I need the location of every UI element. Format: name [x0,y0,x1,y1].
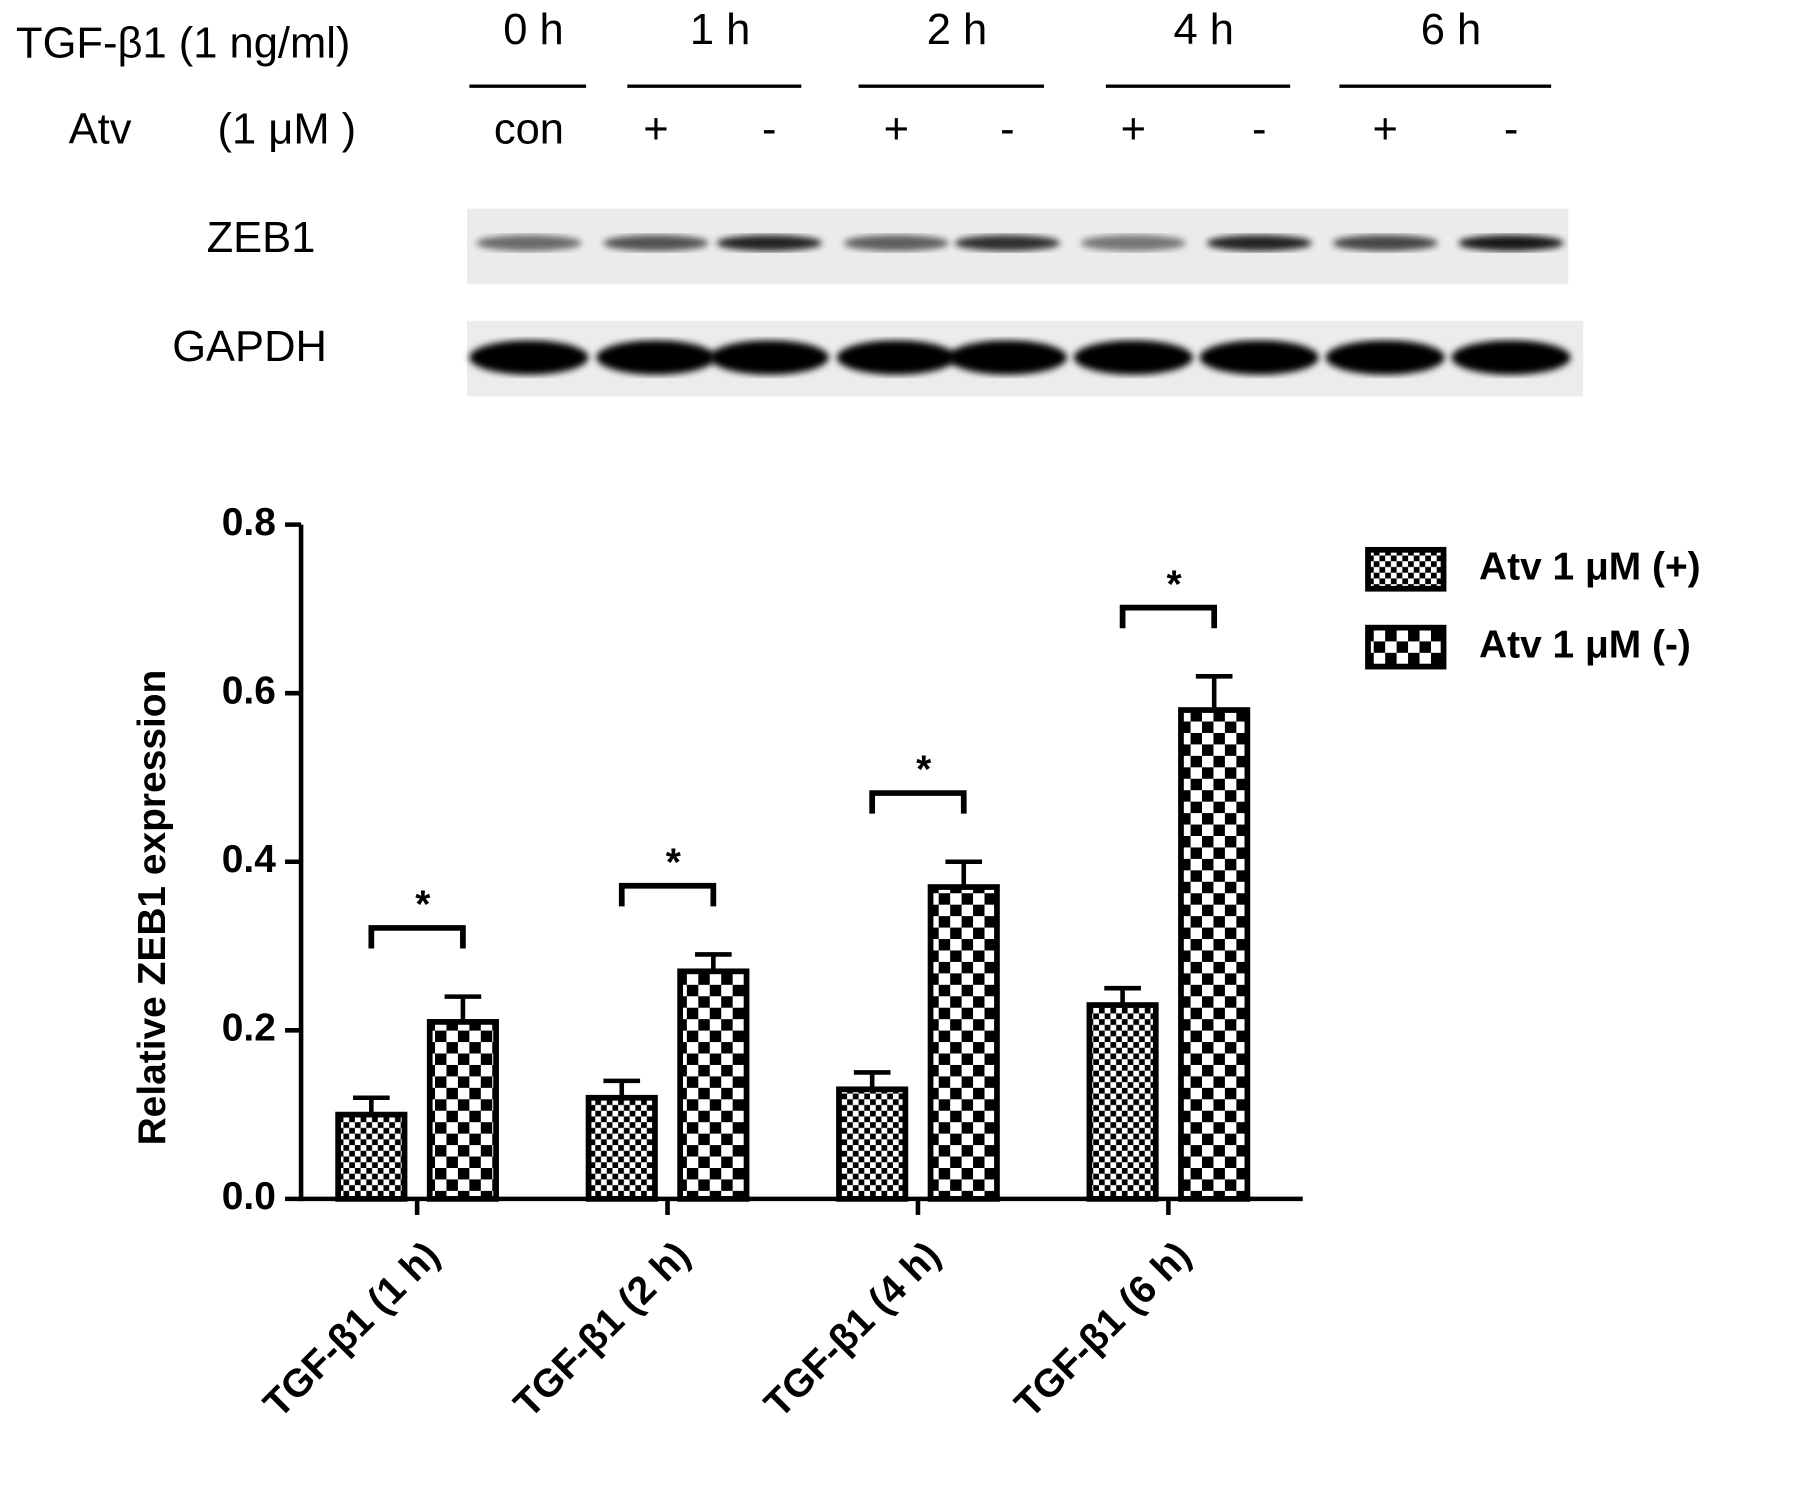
lane-label: - [1504,105,1519,153]
bar [1086,1002,1159,1202]
lane-label: con [494,105,564,153]
time-label: 2 h [927,6,987,54]
x-tick-label: TGF-β1 (4 h) [756,1234,948,1426]
significance-mark: * [1167,563,1183,606]
error-bar [603,1078,641,1098]
significance-bracket [1119,604,1218,629]
bar [335,1111,408,1202]
y-tick-label: 0.2 [222,1007,276,1050]
legend-label: Atv 1 μM (-) [1479,623,1691,666]
gapdh-band [469,340,589,375]
lane-label: + [643,105,668,153]
gapdh-band [709,340,829,375]
bar [836,1086,909,1202]
significance-bracket [869,790,967,814]
zeb1-band [954,234,1061,252]
agent-dose: (1 μM ) [218,105,357,153]
time-label: 1 h [690,6,750,54]
significance-bracket [368,925,466,949]
time-label: 6 h [1421,6,1481,54]
error-bar [353,1095,390,1115]
significance-bracket [618,882,717,907]
lane-label: + [884,105,909,153]
agent-label: Atv [69,105,132,153]
significance-mark: * [916,749,932,792]
significance-mark: * [666,841,682,884]
gapdh-band [596,340,716,375]
lane-label: - [762,105,777,153]
legend-swatch [1365,546,1447,592]
lane-label: + [1372,105,1397,153]
y-tick-label: 0.4 [222,838,276,881]
gapdh-band [836,340,956,375]
zeb1-band [716,234,822,252]
y-tick-label: 0.8 [222,501,276,544]
gapdh-band [947,340,1067,375]
zeb1-band [476,234,582,252]
bar [927,884,1000,1202]
protein-label: ZEB1 [207,214,316,262]
x-tick-label: TGF-β1 (2 h) [506,1234,698,1426]
lane-label: - [1000,105,1015,153]
time-label: 0 h [503,6,563,54]
error-bar [695,952,732,972]
zeb1-band [603,234,709,252]
gapdh-band [1199,340,1319,375]
y-tick-label: 0.6 [222,669,276,712]
gapdh-band [1451,340,1571,375]
zeb1-band [843,234,950,252]
bar-chart: 0.0 0.2 0.4 0.6 0.8 Relative ZEB1 expression T… [131,501,1701,1426]
zeb1-band [1332,234,1438,252]
y-tick-label: 0.0 [222,1175,276,1218]
error-bar [1104,985,1141,1006]
y-axis-label: Relative ZEB1 expression [131,670,174,1146]
gapdh-band [1325,340,1445,375]
error-bar [444,994,482,1022]
bar [585,1094,658,1202]
legend-label: Atv 1 μM (+) [1479,546,1701,589]
significance-mark: * [415,884,431,927]
lane-label: + [1121,105,1146,153]
western-blot: TGF-β1 (1 ng/ml) Atv (1 μM ) ZEB1 GAPDH … [16,6,1584,397]
lane-label: - [1252,105,1267,153]
x-tick-label: TGF-β1 (6 h) [1007,1234,1199,1426]
bar [426,1019,499,1202]
gapdh-band [1073,340,1193,375]
protein-label: GAPDH [172,323,327,371]
error-bar [853,1070,891,1090]
x-tick-label: TGF-β1 (1 h) [256,1234,448,1426]
error-bar [1195,674,1233,711]
error-bar [945,859,983,888]
bar [677,968,750,1202]
treatment-label: TGF-β1 (1 ng/ml) [16,20,350,68]
time-label: 4 h [1173,6,1233,54]
zeb1-band [1206,234,1312,252]
legend-swatch [1365,624,1447,670]
bar [1178,707,1251,1202]
zeb1-band [1080,234,1186,252]
zeb1-band [1458,234,1564,252]
